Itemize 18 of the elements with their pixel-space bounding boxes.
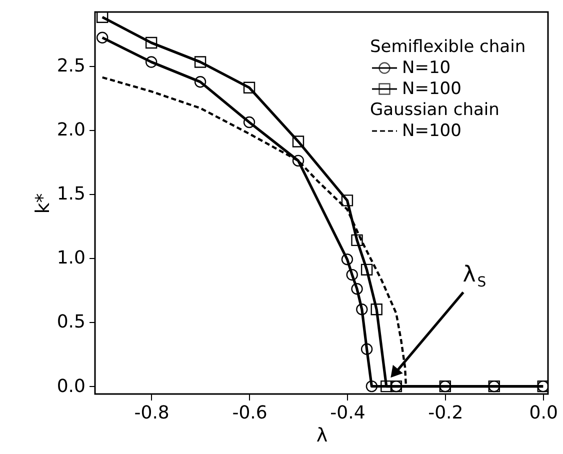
x-tick-label: -0.8 (134, 402, 170, 424)
x-tick-label: -0.6 (232, 402, 268, 424)
x-tick-label: 0.0 (529, 402, 558, 424)
legend-label: N=100 (402, 121, 462, 141)
y-tick-label: 1.5 (56, 184, 86, 205)
y-tick-label: 2.0 (56, 119, 86, 140)
y-axis-title: k* (32, 193, 54, 214)
x-axis-title: λ (316, 424, 328, 446)
y-tick-label: 0.0 (56, 376, 86, 397)
x-tick-label: -0.2 (428, 402, 464, 424)
x-tick-label: -0.4 (330, 402, 366, 424)
legend-title: Semiflexible chain (370, 37, 526, 57)
annotation: Gaussian chain (370, 100, 500, 120)
y-tick-label: 0.5 (56, 312, 86, 333)
legend-label: N=10 (402, 58, 451, 78)
y-tick-label: 2.5 (56, 55, 86, 76)
y-tick-label: 1.0 (56, 248, 86, 269)
legend-label: N=100 (402, 79, 462, 99)
